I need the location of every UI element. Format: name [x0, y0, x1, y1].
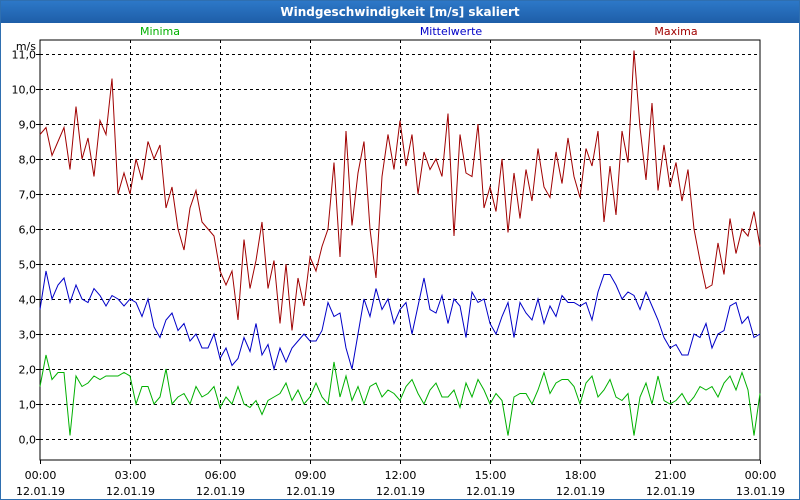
x-tick-time: 18:00 [565, 469, 597, 482]
y-tick-label: 1,0 [19, 399, 37, 412]
x-tick-time: 15:00 [475, 469, 507, 482]
x-tick-time: 21:00 [655, 469, 687, 482]
x-tick-time: 00:00 [25, 469, 57, 482]
x-tick-date: 12.01.19 [466, 485, 515, 498]
x-tick-date: 12.01.19 [16, 485, 65, 498]
y-tick-label: 2,0 [19, 364, 37, 377]
x-tick-time: 03:00 [115, 469, 147, 482]
x-tick-date: 13.01.19 [736, 485, 785, 498]
x-tick-time: 09:00 [295, 469, 327, 482]
legend-maxima: Maxima [654, 25, 697, 38]
y-tick-label: 4,0 [19, 294, 37, 307]
y-tick-label: 5,0 [19, 259, 37, 272]
y-tick-label: 7,0 [19, 189, 37, 202]
y-tick-label: 9,0 [19, 119, 37, 132]
x-tick-date: 12.01.19 [376, 485, 425, 498]
legend-mittelwerte: Mittelwerte [420, 25, 483, 38]
x-tick-date: 12.01.19 [286, 485, 335, 498]
y-tick-label: 10,0 [12, 84, 37, 97]
x-tick-date: 12.01.19 [196, 485, 245, 498]
y-tick-label: 11,0 [12, 49, 37, 62]
y-tick-label: 6,0 [19, 224, 37, 237]
x-tick-date: 12.01.19 [556, 485, 605, 498]
series-line-maxima [39, 50, 761, 331]
x-tick-time: 00:00 [745, 469, 777, 482]
y-axis-label: m/s [16, 40, 36, 53]
x-tick-date: 12.01.19 [646, 485, 695, 498]
x-tick-date: 12.01.19 [106, 485, 155, 498]
y-tick-label: 0,0 [19, 434, 37, 447]
x-tick-time: 06:00 [205, 469, 237, 482]
x-tick-time: 12:00 [385, 469, 417, 482]
y-tick-label: 3,0 [19, 329, 37, 342]
series-line-minima [39, 354, 761, 436]
chart-title: Windgeschwindigkeit [m/s] skaliert [1, 1, 799, 23]
legend-minima: Minima [140, 25, 180, 38]
series-line-mittelwerte [39, 270, 761, 371]
y-tick-label: 8,0 [19, 154, 37, 167]
